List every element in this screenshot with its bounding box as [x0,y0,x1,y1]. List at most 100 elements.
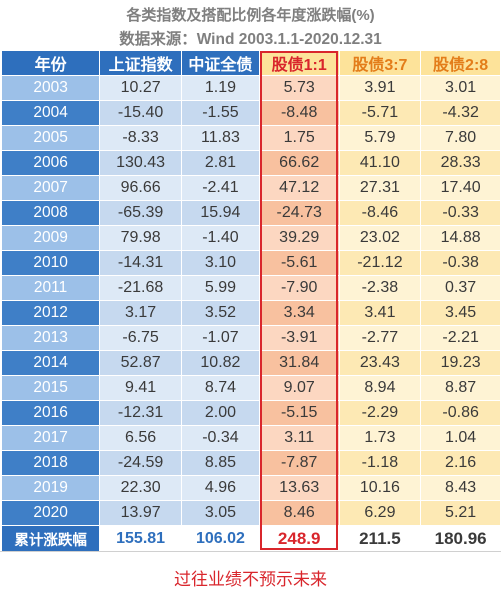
cell-mix-2-8: 19.23 [420,350,501,376]
cell-sse: -8.33 [99,125,182,151]
cell-mix-2-8: -0.86 [420,400,501,426]
cell-bond: 15.94 [181,200,260,226]
table-row: 2004 -15.40 -1.55 -8.48 -5.71 -4.32 [2,100,501,126]
year-cell: 2008 [2,200,101,226]
year-cell: 2012 [2,300,101,326]
year-cell: 2005 [2,125,101,151]
cell-sse: -15.40 [99,100,182,126]
cell-sse: 96.66 [99,175,182,201]
header-row: 年份 上证指数 中证全债 股债1:1 股债3:7 股债2:8 [2,51,501,76]
cell-bond: -1.40 [181,225,260,251]
header-sse: 上证指数 [99,51,182,76]
cell-bond: 1.19 [181,75,260,101]
cell-mix-3-7: 3.91 [339,75,422,101]
table-row: 2006 130.43 2.81 66.62 41.10 28.33 [2,150,501,176]
table-row: 2020 13.97 3.05 8.46 6.29 5.21 [2,500,501,526]
year-cell: 2017 [2,425,101,451]
cell-bond: 11.83 [181,125,260,151]
cell-bond: 2.00 [181,400,260,426]
total-mix-3-7: 211.5 [339,525,422,553]
cell-sse: -21.68 [99,275,182,301]
cell-bond: 2.81 [181,150,260,176]
cell-mix-1-1: -5.15 [259,400,340,426]
cell-bond: -1.55 [181,100,260,126]
cell-sse: -24.59 [99,450,182,476]
returns-table: 年份 上证指数 中证全债 股债1:1 股债3:7 股债2:8 2003 10.27… [2,51,501,553]
cell-bond: 8.85 [181,450,260,476]
cell-mix-3-7: 5.79 [339,125,422,151]
year-cell: 2007 [2,175,101,201]
cell-mix-2-8: 3.01 [420,75,501,101]
cell-mix-2-8: 2.16 [420,450,501,476]
header-mix-2-8: 股债2:8 [420,51,501,76]
cell-mix-3-7: 6.29 [339,500,422,526]
cell-sse: -65.39 [99,200,182,226]
year-cell: 2019 [2,475,101,501]
cell-mix-1-1: 13.63 [259,475,340,501]
cell-mix-3-7: 3.41 [339,300,422,326]
cell-mix-3-7: 8.94 [339,375,422,401]
header-bond: 中证全债 [181,51,260,76]
table-title: 各类指数及搭配比例各年度涨跌幅(%) [126,7,375,24]
data-source: 数据来源：Wind 2003.1.1-2020.12.31 [119,31,382,48]
cell-mix-2-8: 7.80 [420,125,501,151]
year-cell: 2015 [2,375,101,401]
cell-mix-2-8: -0.38 [420,250,501,276]
cell-mix-1-1: -7.87 [259,450,340,476]
cell-mix-3-7: -21.12 [339,250,422,276]
cell-mix-1-1: 66.62 [259,150,340,176]
cell-mix-1-1: 9.07 [259,375,340,401]
header-mix-1-1: 股债1:1 [259,51,340,76]
cell-mix-1-1: -8.48 [259,100,340,126]
cell-bond: 5.99 [181,275,260,301]
header-mix-3-7: 股债3:7 [339,51,422,76]
cell-mix-3-7: -2.77 [339,325,422,351]
header-year: 年份 [2,51,101,76]
cell-mix-2-8: 1.04 [420,425,501,451]
cell-mix-1-1: -7.90 [259,275,340,301]
cell-mix-1-1: -24.73 [259,200,340,226]
cell-sse: 52.87 [99,350,182,376]
cell-sse: 6.56 [99,425,182,451]
table-row: 2007 96.66 -2.41 47.12 27.31 17.40 [2,175,501,201]
year-cell: 2014 [2,350,101,376]
table-row: 2008 -65.39 15.94 -24.73 -8.46 -0.33 [2,200,501,226]
cell-mix-2-8: -0.33 [420,200,501,226]
cell-bond: -1.07 [181,325,260,351]
cell-mix-3-7: -5.71 [339,100,422,126]
cell-mix-1-1: 39.29 [259,225,340,251]
table-row: 2005 -8.33 11.83 1.75 5.79 7.80 [2,125,501,151]
year-cell: 2003 [2,75,101,101]
cell-mix-3-7: 1.73 [339,425,422,451]
cell-sse: -14.31 [99,250,182,276]
cell-sse: 79.98 [99,225,182,251]
cell-mix-2-8: 14.88 [420,225,501,251]
cell-mix-3-7: -2.38 [339,275,422,301]
year-cell: 2004 [2,100,101,126]
total-bond: 106.02 [181,525,260,553]
cell-sse: -12.31 [99,400,182,426]
cell-bond: 3.05 [181,500,260,526]
cell-mix-3-7: -8.46 [339,200,422,226]
cell-sse: 13.97 [99,500,182,526]
cell-mix-2-8: 28.33 [420,150,501,176]
cell-mix-3-7: 23.02 [339,225,422,251]
cell-mix-2-8: -2.21 [420,325,501,351]
year-cell: 2018 [2,450,101,476]
table-row: 2013 -6.75 -1.07 -3.91 -2.77 -2.21 [2,325,501,351]
cell-mix-3-7: -2.29 [339,400,422,426]
year-cell: 2016 [2,400,101,426]
cell-mix-2-8: 3.45 [420,300,501,326]
cell-mix-1-1: -5.61 [259,250,340,276]
cell-bond: 10.82 [181,350,260,376]
cell-mix-2-8: 0.37 [420,275,501,301]
cell-mix-1-1: -3.91 [259,325,340,351]
cell-mix-1-1: 31.84 [259,350,340,376]
cell-mix-3-7: 27.31 [339,175,422,201]
table-row: 2015 9.41 8.74 9.07 8.94 8.87 [2,375,501,401]
table-row: 2019 22.30 4.96 13.63 10.16 8.43 [2,475,501,501]
cell-sse: 9.41 [99,375,182,401]
cell-mix-3-7: 23.43 [339,350,422,376]
cell-mix-1-1: 3.34 [259,300,340,326]
table-row: 2014 52.87 10.82 31.84 23.43 19.23 [2,350,501,376]
